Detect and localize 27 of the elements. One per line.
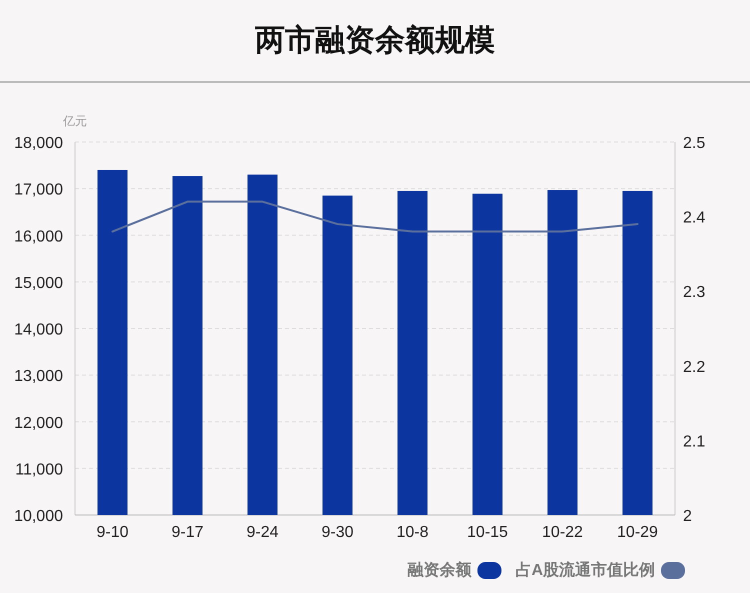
legend-label: 占A股流通市值比例 <box>515 560 655 579</box>
y2-tick-label: 2.2 <box>683 358 706 376</box>
y-axis-title: 亿元 <box>62 114 87 128</box>
x-tick-label: 10-22 <box>542 524 584 541</box>
x-tick-label: 9-17 <box>171 524 204 541</box>
y-tick-label: 12,000 <box>14 414 64 432</box>
y-tick-label: 17,000 <box>14 182 64 199</box>
legend-label: 融资余额 <box>407 561 472 579</box>
x-tick-label: 9-30 <box>321 524 354 541</box>
y2-tick-label: 2.3 <box>683 284 706 302</box>
y2-tick-label: 2.4 <box>683 210 706 227</box>
y2-tick-label: 2 <box>683 508 692 525</box>
chart-title: 两市融资余额规模 <box>254 23 495 57</box>
y-tick-label: 14,000 <box>14 322 64 338</box>
x-tick-label: 10-15 <box>467 524 508 541</box>
x-tick-label: 10-8 <box>396 524 429 541</box>
y2-tick-label: 2.1 <box>683 433 706 450</box>
x-tick-label: 10-29 <box>617 524 658 541</box>
y-tick-label: 15,000 <box>14 274 64 292</box>
y-tick-label: 10,000 <box>14 508 64 525</box>
y-tick-label: 13,000 <box>14 368 64 386</box>
y-tick-label: 11,000 <box>15 461 64 478</box>
y-tick-label: 18,000 <box>14 135 64 152</box>
y2-tick-label: 2.5 <box>683 135 706 152</box>
x-tick-label: 9-24 <box>246 524 279 541</box>
x-tick-label: 9-10 <box>96 524 129 541</box>
y-tick-label: 16,000 <box>14 228 64 246</box>
